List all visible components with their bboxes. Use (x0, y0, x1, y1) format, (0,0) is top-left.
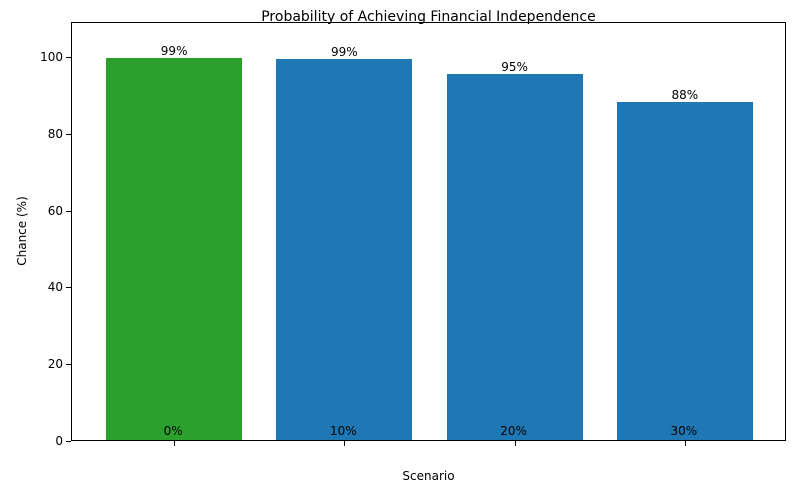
y-tick (66, 210, 71, 212)
x-tick-label: 30% (670, 424, 698, 438)
y-tick (66, 287, 71, 289)
y-tick-label: 60 (47, 203, 63, 218)
bar-10pct (276, 59, 413, 440)
y-tick-label: 100 (40, 50, 63, 64)
y-tick (66, 57, 71, 58)
bar-value-label: 99% (160, 43, 188, 58)
bar-20pct (446, 74, 583, 440)
bar-30pct (616, 102, 753, 440)
chart-title: Probability of Achieving Financial Indep… (261, 9, 596, 25)
x-tick (684, 441, 686, 446)
y-tick-label: 20 (47, 357, 63, 372)
plot-area: 0 20 40 60 80 100 99% 99% 95% 88% (40, 22, 786, 448)
y-tick-label: 40 (47, 280, 63, 295)
y-tick (66, 364, 71, 366)
x-axis-label: Scenario (402, 469, 455, 483)
x-tick-label: 0% (163, 424, 183, 438)
bar-0pct (106, 57, 243, 440)
bar-value-label: 88% (671, 88, 699, 103)
y-tick-label: 80 (47, 126, 63, 141)
y-axis-label: Chance (%) (15, 196, 29, 266)
x-tick-label: 20% (500, 424, 527, 438)
bar-value-label: 99% (331, 45, 358, 60)
x-tick (344, 441, 346, 446)
x-tick (174, 441, 176, 446)
x-tick-label: 10% (330, 424, 357, 438)
x-tick (514, 441, 516, 446)
y-tick (66, 133, 71, 135)
y-tick (66, 441, 71, 442)
bar-value-label: 95% (501, 60, 528, 75)
y-tick-label: 0 (55, 434, 63, 448)
